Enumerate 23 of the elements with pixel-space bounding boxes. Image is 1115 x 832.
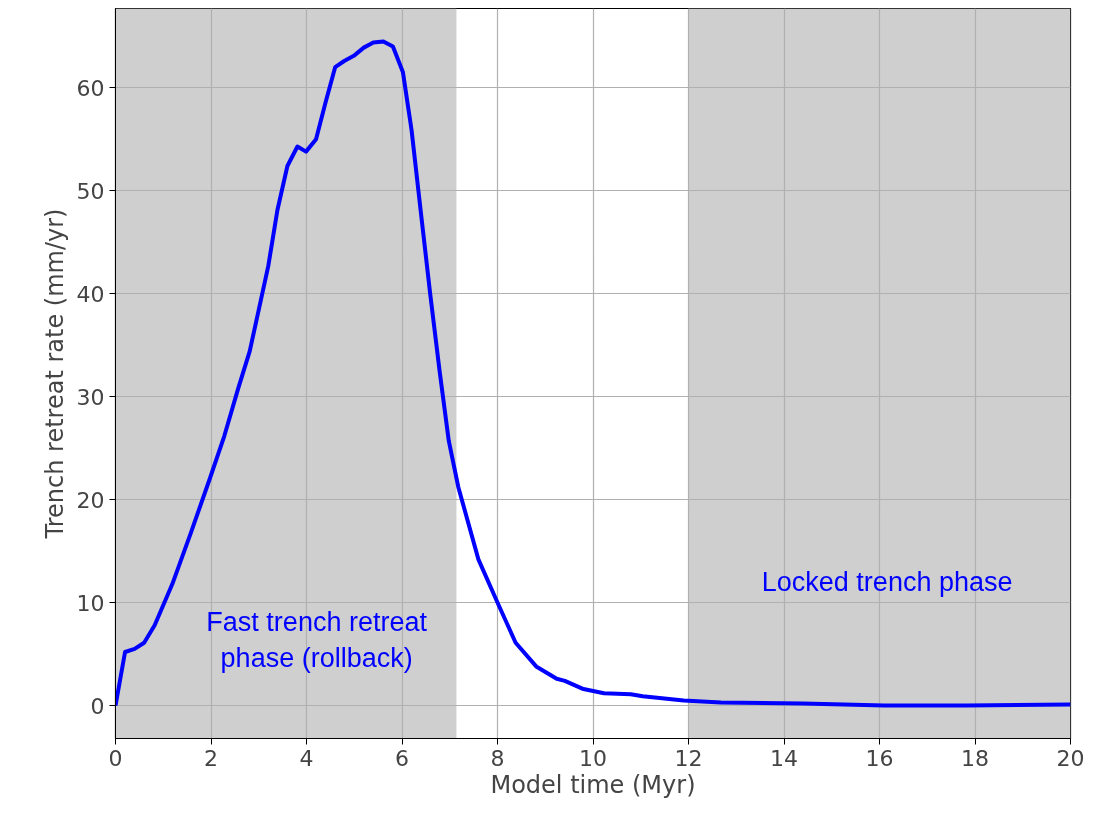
annotation: Fast trench retreat phase (rollback) bbox=[206, 606, 428, 673]
x-tick-label: 12 bbox=[674, 745, 703, 771]
y-tick-label: 50 bbox=[76, 178, 105, 204]
x-tick-label: 8 bbox=[490, 745, 505, 771]
x-tick-label: 20 bbox=[1056, 745, 1085, 771]
y-tick-label: 60 bbox=[76, 75, 105, 101]
line-series bbox=[115, 39, 1071, 708]
y-tick-label: 20 bbox=[76, 487, 105, 513]
x-tick-label: 10 bbox=[579, 745, 607, 771]
x-tick-label: 0 bbox=[108, 745, 123, 771]
x-axis-title: Model time (Myr) bbox=[490, 770, 696, 799]
x-tick-label: 6 bbox=[395, 745, 409, 771]
annotation: Locked trench phase bbox=[761, 566, 1013, 597]
y-tick-label: 0 bbox=[90, 693, 105, 719]
x-tick-label: 14 bbox=[770, 745, 798, 771]
x-tick-label: 16 bbox=[865, 745, 894, 771]
y-tick-label: 30 bbox=[76, 384, 105, 410]
y-tick-label: 40 bbox=[76, 281, 105, 307]
y-axis-title: Trench retreat rate (mm/yr) bbox=[40, 208, 69, 540]
x-tick-label: 2 bbox=[204, 745, 218, 771]
y-tick-label: 10 bbox=[76, 590, 105, 616]
x-tick-label: 18 bbox=[961, 745, 989, 771]
x-tick-label: 4 bbox=[299, 745, 314, 771]
